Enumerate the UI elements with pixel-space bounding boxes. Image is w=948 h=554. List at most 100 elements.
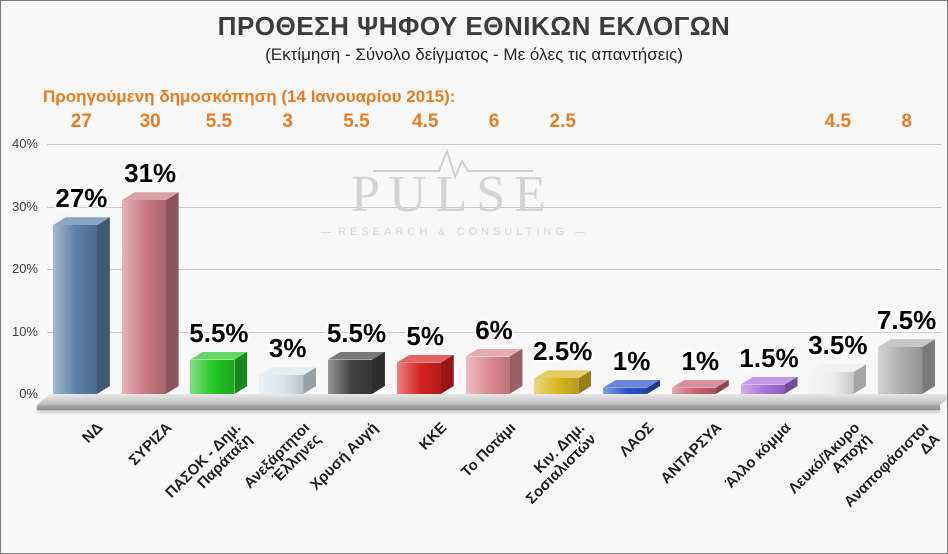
bar-top-face [327, 351, 385, 360]
previous-poll-note: Προηγούμενη δημοσκόπηση (14 Ιανουαρίου 2… [43, 87, 456, 106]
gridlines [47, 144, 941, 394]
y-tick-label: 0% [19, 386, 38, 401]
bar-value-label: 1% [612, 345, 651, 376]
plot-area: 27% 31% 5.5% 3% 5.5% 5% 6% 2.5% 1% 1% 1.5% 3.5% 7.5% [47, 144, 941, 394]
previous-poll-value: 6 [488, 111, 500, 132]
tagline-text: RESEARCH & CONSULTING [338, 226, 568, 238]
previous-poll-values-row: 27 30 5.5 3 5.5 4.5 6 2.5 4.5 8 [47, 111, 941, 137]
bar-top-face [809, 364, 867, 373]
previous-poll-value: 2.5 [549, 111, 576, 132]
bar [190, 351, 248, 394]
y-tick-label: 40% [11, 136, 38, 151]
bar [396, 354, 454, 394]
bar [809, 364, 867, 394]
y-tick-label: 10% [11, 323, 38, 339]
previous-poll-value: 27 [70, 111, 92, 132]
bar-value-label: 1.5% [739, 342, 799, 373]
bar-side-face [303, 367, 317, 394]
bar [740, 376, 798, 394]
gridline [47, 331, 941, 333]
gridline [47, 269, 941, 270]
pulse-watermark: PULSE RESEARCH & CONSULTING [321, 147, 585, 238]
bar-side-face [509, 348, 523, 394]
bar-side-face [96, 217, 110, 394]
bar-front-face [190, 359, 235, 394]
previous-poll-value: 5.5 [205, 111, 233, 132]
bar-front-face [259, 375, 304, 394]
bar [603, 379, 661, 394]
bar-value-label: 5% [406, 320, 444, 351]
bar [259, 367, 317, 394]
bar-top-face [878, 339, 936, 348]
bar-side-face [853, 364, 867, 394]
bar-front-face [465, 356, 510, 394]
bar-value-label: 1% [681, 345, 720, 376]
chart-floor [37, 394, 948, 405]
bar-front-face [121, 200, 166, 394]
bar-top-face [603, 379, 661, 388]
bar-top-face [740, 376, 798, 385]
previous-poll-value: 5.5 [343, 111, 370, 132]
bar [465, 348, 523, 394]
bar-front-face [740, 384, 785, 394]
bar-top-face [534, 370, 592, 379]
bar-front-face [52, 225, 97, 394]
bar [878, 339, 936, 394]
bar [52, 217, 110, 394]
bar-value-label: 27% [55, 183, 108, 214]
tagline-rule-left [321, 231, 332, 233]
bar [121, 192, 179, 394]
bar-side-face [371, 351, 385, 394]
bar [534, 370, 592, 394]
chart-title: ΠΡΟΘΕΣΗ ΨΗΦΟΥ ΕΘΝΙΚΩΝ ΕΚΛΟΓΩΝ [217, 11, 731, 41]
bar [671, 379, 729, 394]
chart-floor-edge [37, 405, 940, 410]
bar-value-label: 5.5% [189, 317, 249, 348]
bar-top-face [259, 367, 317, 376]
bar-front-face [603, 387, 648, 394]
bar-top-face [52, 217, 110, 226]
tagline-rule-right [574, 231, 585, 233]
heartbeat-line-icon [373, 147, 533, 180]
watermark-tagline: RESEARCH & CONSULTING [321, 226, 585, 238]
bar-side-face [922, 339, 936, 394]
y-axis: 0% 10% 20% 30% 40% [1, 136, 43, 401]
bar-front-face [809, 372, 854, 394]
bar-side-face [440, 354, 454, 394]
y-tick-label: 20% [11, 261, 38, 276]
bar-value-label: 31% [124, 158, 177, 189]
x-axis-label: ΑΝΤΑΡΣΥΑ [657, 419, 726, 488]
bar-value-label: 5.5% [326, 317, 387, 348]
bar-value-label: 3% [268, 333, 307, 364]
previous-poll-value: 4.5 [412, 111, 439, 132]
previous-poll-value: 8 [901, 111, 912, 132]
x-axis-label: ΚΚΕ [416, 419, 451, 454]
bar-side-face [234, 351, 248, 394]
previous-poll-value: 3 [282, 111, 293, 132]
bar-value-label: 2.5% [533, 336, 593, 367]
bar [327, 351, 385, 394]
previous-poll-value: 4.5 [824, 111, 852, 132]
bar-top-face [190, 351, 248, 360]
x-axis-labels: ΝΔ ΣΥΡΙΖΑ ΠΑΣΟΚ - Δημ. Παράταξη Ανεξάρτητοι… [47, 410, 943, 550]
bar-top-face [465, 348, 523, 357]
bar-front-face [327, 359, 372, 394]
bar-front-face [396, 362, 441, 394]
y-tick-label: 30% [11, 198, 38, 214]
bar-value-label: 6% [475, 314, 513, 345]
bar-value-label: 7.5% [876, 305, 937, 336]
bar-front-face [671, 387, 716, 394]
bar-top-face [671, 379, 729, 388]
gridline [47, 144, 941, 145]
gridline [47, 206, 941, 208]
bar-value-label: 3.5% [808, 330, 868, 361]
chart-subtitle: (Εκτίμηση - Σύνολο δείγματος - Με όλες τ… [265, 45, 683, 64]
bar-front-face [534, 378, 579, 394]
bar-side-face [165, 192, 179, 394]
bar-top-face [121, 192, 179, 201]
previous-poll-value: 30 [139, 111, 161, 132]
bar-front-face [878, 347, 923, 394]
bar-top-face [396, 354, 454, 363]
watermark-name: PULSE [351, 166, 555, 223]
